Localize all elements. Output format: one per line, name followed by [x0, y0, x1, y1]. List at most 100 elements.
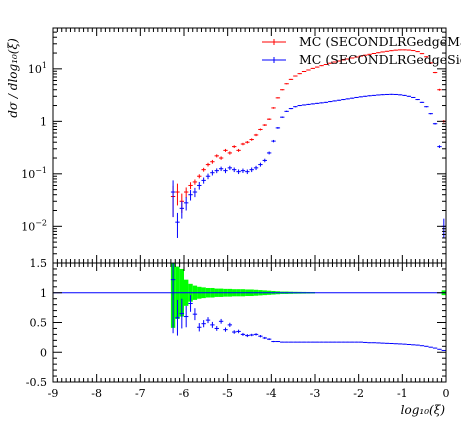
- data-point-series-1: [328, 62, 333, 64]
- data-point-series-2: [384, 93, 390, 95]
- data-point-series-1: [319, 65, 324, 67]
- y-tick-label: 10−1: [21, 166, 47, 181]
- ratio-point: [280, 341, 285, 343]
- ratio-point: [415, 344, 420, 346]
- x-tick-label: 0: [443, 387, 450, 400]
- data-point-series-1: [315, 66, 320, 68]
- data-point-series-1: [432, 71, 438, 74]
- ratio-panel-plot-area: [53, 263, 446, 351]
- data-point-series-2: [371, 94, 377, 96]
- data-point-series-1: [297, 73, 302, 75]
- data-point-series-1: [345, 58, 350, 60]
- data-point-series-2: [236, 169, 241, 175]
- data-point-series-1: [397, 49, 403, 51]
- data-point-series-2: [249, 167, 254, 173]
- ratio-point: [419, 345, 425, 347]
- data-point-series-2: [293, 106, 298, 108]
- ratio-point: [363, 341, 368, 343]
- data-point-series-2: [197, 181, 202, 190]
- data-point-series-2: [315, 102, 320, 104]
- ratio-point: [349, 341, 355, 343]
- data-point-series-1: [201, 167, 206, 172]
- ratio-point: [301, 341, 307, 343]
- data-point-series-2: [310, 103, 315, 105]
- data-point-series-2: [341, 99, 346, 101]
- ratio-point: [323, 341, 329, 343]
- main-panel-plot-area: [170, 49, 446, 238]
- ratio-y-tick-label: 0.5: [30, 317, 48, 330]
- data-point-series-1: [188, 182, 193, 190]
- ratio-point: [310, 341, 315, 343]
- x-tick-label: -6: [179, 387, 190, 400]
- ratio-point: [380, 342, 385, 344]
- data-point-series-1: [175, 183, 180, 206]
- data-point-series-2: [288, 107, 294, 110]
- data-point-series-2: [253, 165, 259, 171]
- data-point-series-1: [411, 50, 416, 52]
- legend-label-series-1: MC (SECONDLRGedgeMax): [299, 34, 461, 49]
- data-point-series-1: [249, 138, 254, 141]
- y-tick-label: 101: [28, 61, 47, 76]
- ratio-y-tick-label: 0: [40, 346, 47, 359]
- data-point-series-2: [323, 101, 329, 103]
- data-point-series-1: [284, 83, 289, 85]
- data-point-series-2: [432, 122, 438, 125]
- ratio-point: [179, 298, 184, 329]
- data-point-series-2: [232, 167, 237, 173]
- ratio-point: [371, 342, 377, 344]
- ratio-y-tick-label: -0.5: [26, 376, 47, 389]
- data-point-series-2: [271, 139, 276, 143]
- ratio-point: [245, 334, 250, 338]
- data-point-series-2: [227, 165, 233, 171]
- x-tick-label: -2: [353, 387, 364, 400]
- y-tick-label: 10−2: [21, 218, 47, 233]
- data-point-series-2: [201, 177, 206, 184]
- data-point-series-2: [275, 126, 281, 129]
- data-point-series-2: [297, 104, 302, 107]
- ratio-point: [328, 341, 333, 343]
- ratio-point: [184, 305, 189, 328]
- data-point-series-1: [232, 145, 237, 149]
- data-point-series-2: [218, 166, 224, 172]
- data-point-series-2: [184, 197, 189, 211]
- y-tick-label: 1: [40, 115, 47, 128]
- y-axis-label: dσ / dlog₁₀(ξ): [6, 38, 20, 118]
- ratio-point: [437, 348, 442, 350]
- ratio-point: [240, 332, 246, 336]
- data-point-series-2: [210, 170, 215, 176]
- data-point-series-1: [266, 118, 272, 121]
- legend-label-series-2: MC (SECONDLRGedgeSigma): [299, 52, 461, 67]
- ratio-panel-frame: [52, 262, 447, 383]
- ratio-point: [345, 341, 350, 343]
- ratio-point: [389, 343, 394, 345]
- ratio-point: [249, 333, 254, 337]
- legend: MC (SECONDLRGedgeMax) MC (SECONDLRGedgeS…: [262, 34, 461, 67]
- data-point-series-1: [380, 51, 385, 53]
- data-point-series-1: [205, 162, 211, 167]
- data-point-series-2: [280, 116, 285, 118]
- ratio-point: [253, 333, 259, 336]
- data-point-series-2: [428, 113, 433, 115]
- data-point-series-1: [384, 50, 390, 52]
- ratio-point: [192, 308, 198, 321]
- data-point-series-2: [419, 101, 425, 103]
- ratio-point: [432, 347, 438, 349]
- data-point-series-2: [258, 162, 263, 167]
- ratio-point: [332, 341, 337, 343]
- ratio-y-tick-label: 1.5: [30, 257, 48, 270]
- data-point-series-1: [363, 54, 368, 56]
- data-point-series-1: [253, 133, 259, 137]
- ratio-point: [376, 342, 381, 344]
- data-point-series-2: [170, 180, 176, 218]
- data-point-series-1: [240, 142, 246, 146]
- data-point-series-2: [306, 103, 311, 105]
- ratio-point: [258, 334, 263, 338]
- x-tick-label: -8: [91, 387, 102, 400]
- data-point-series-1: [210, 159, 215, 164]
- data-point-series-1: [214, 154, 219, 158]
- data-point-series-1: [389, 50, 394, 52]
- data-point-series-1: [280, 89, 285, 91]
- x-axis-label: log₁₀(ξ): [401, 403, 446, 417]
- ratio-point: [354, 341, 359, 343]
